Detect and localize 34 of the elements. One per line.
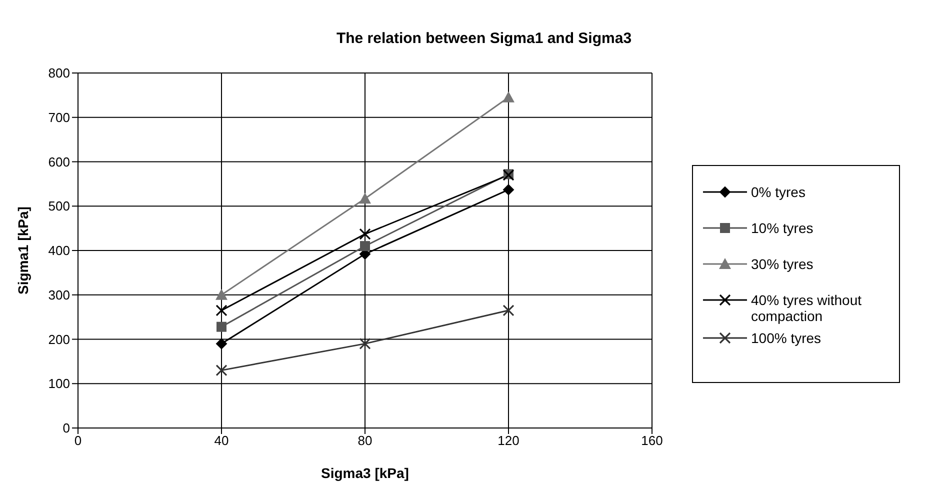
legend-label: 30% tyres — [751, 256, 814, 272]
point — [503, 184, 514, 196]
point — [502, 304, 514, 316]
point — [216, 364, 228, 376]
point — [216, 322, 226, 332]
legend-label: 40% tyres without compaction — [751, 292, 862, 324]
point — [359, 338, 371, 350]
x-axis-title: Sigma3 [kPa] — [321, 465, 409, 481]
x-tick-label: 160 — [641, 433, 663, 448]
y-tick-label: 400 — [48, 243, 70, 258]
point — [216, 304, 228, 316]
point — [502, 91, 514, 102]
x-tick-label: 80 — [358, 433, 372, 448]
y-tick-label: 0 — [62, 420, 70, 436]
y-tick-label: 300 — [48, 287, 70, 302]
legend-label: 10% tyres — [751, 220, 814, 236]
y-tick-label: 800 — [48, 66, 70, 81]
y-tick-label: 600 — [48, 154, 70, 170]
point — [360, 241, 370, 252]
chart-title: The relation between Sigma1 and Sigma3 — [335, 29, 633, 49]
point — [216, 288, 228, 300]
legend-label: 0% tyres — [751, 184, 806, 200]
y-tick-label: 200 — [48, 332, 70, 347]
y-tick-label: 500 — [48, 198, 70, 214]
y-tick-label: 700 — [48, 110, 70, 125]
point — [359, 228, 371, 240]
y-axis-title: Sigma1 [kPa] — [14, 206, 31, 294]
point — [359, 192, 371, 204]
point — [216, 338, 227, 350]
x-tick-label: 40 — [214, 433, 229, 448]
x-tick-label: 0 — [74, 433, 82, 448]
legend-label: 100% tyres — [751, 330, 822, 346]
y-tick-label: 100 — [48, 376, 70, 392]
x-tick-label: 120 — [498, 433, 520, 448]
